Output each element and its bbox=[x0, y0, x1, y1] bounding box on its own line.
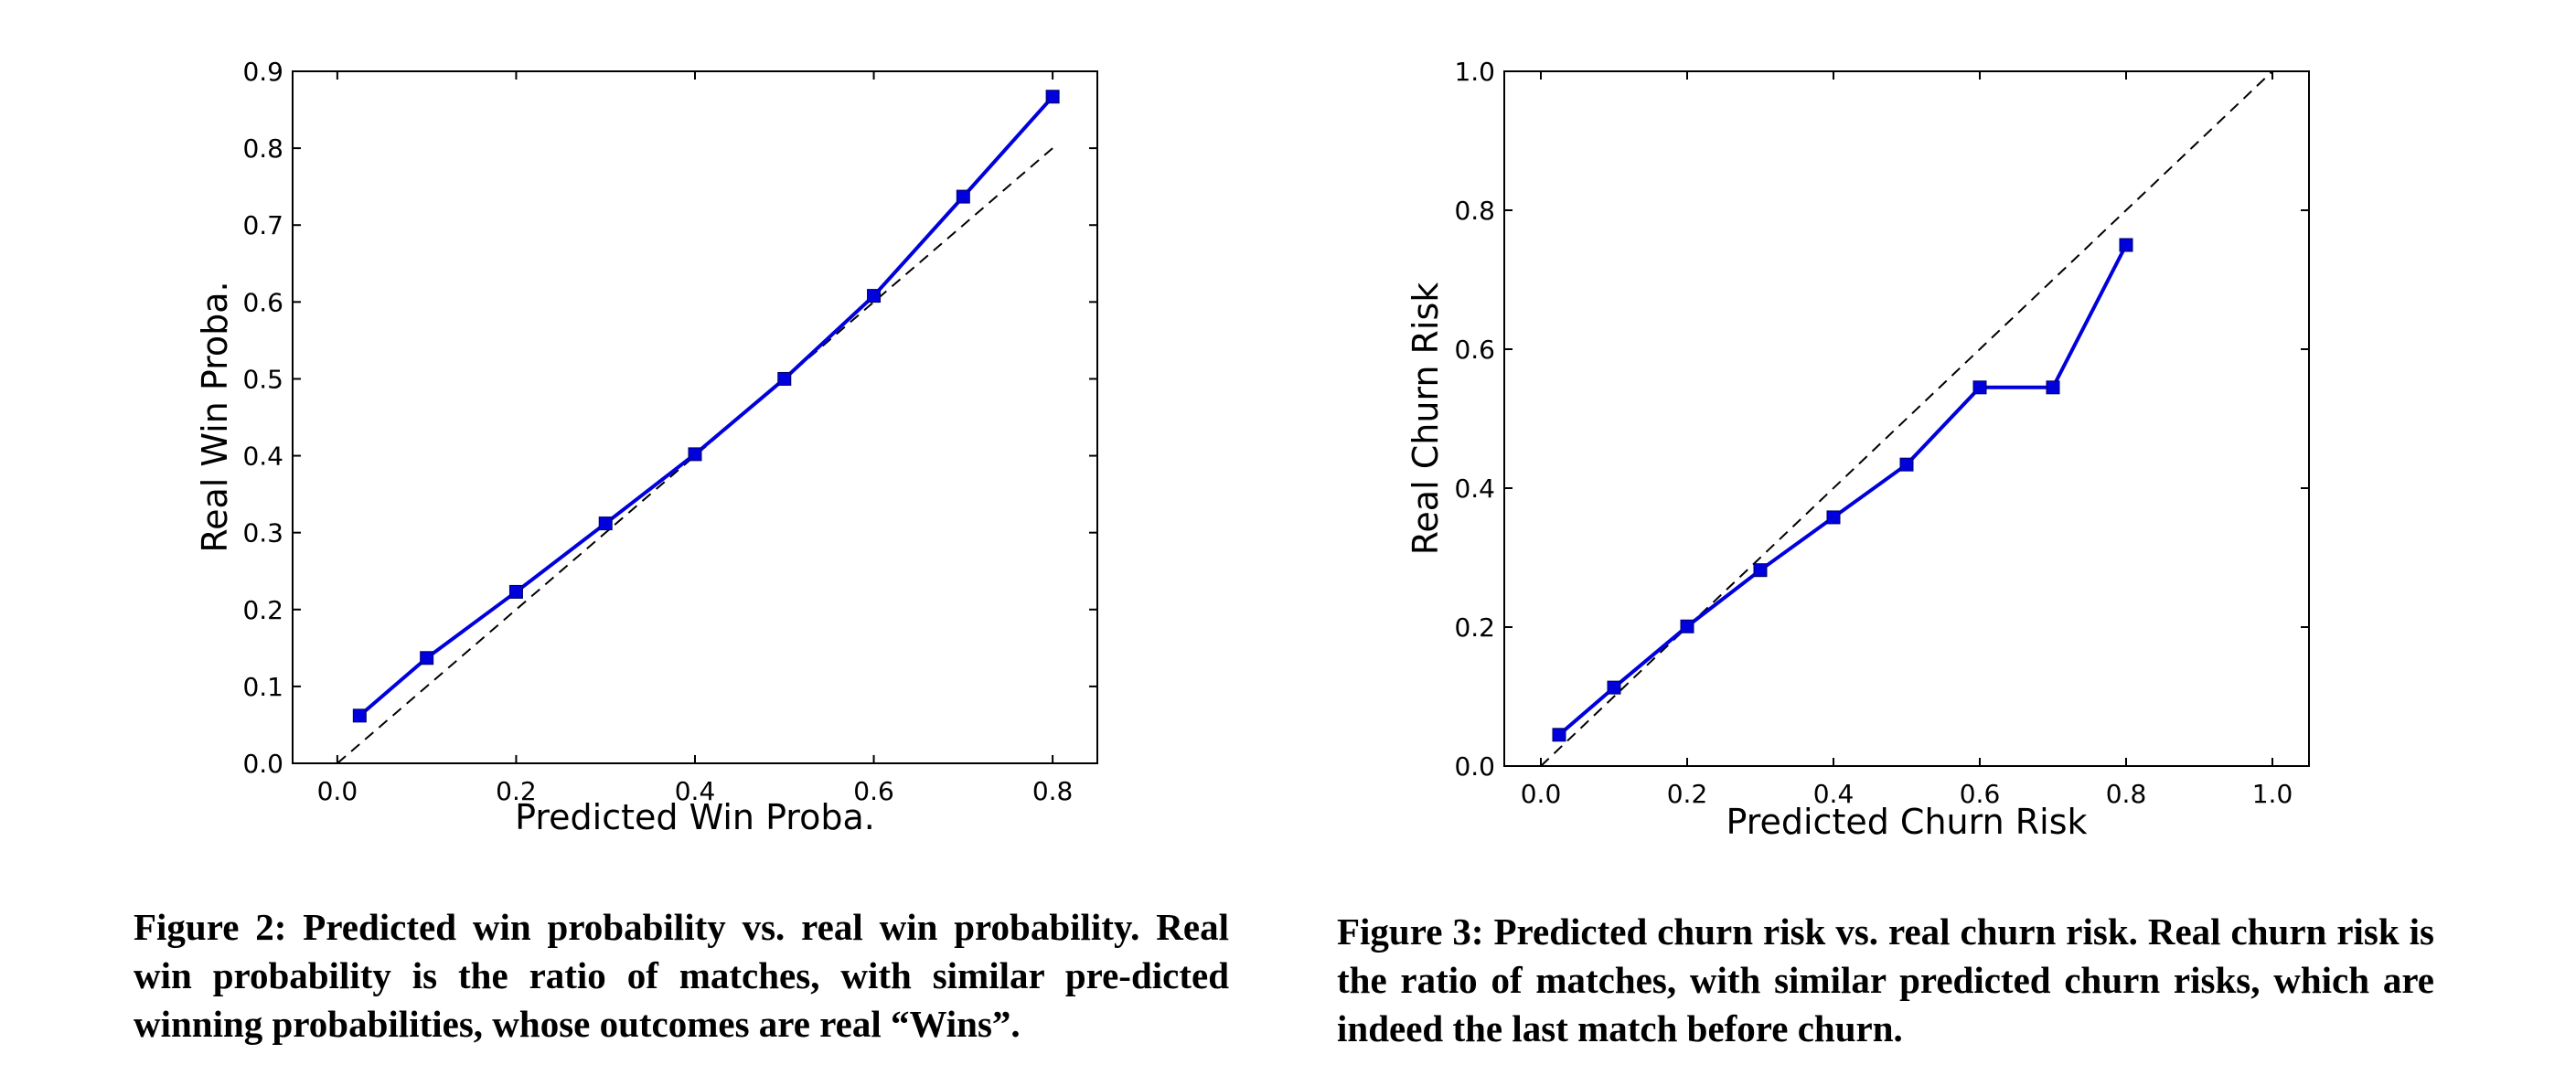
data-point-marker bbox=[508, 584, 523, 599]
x-tick-label: 0.2 bbox=[1667, 779, 1708, 809]
y-tick-label: 0.8 bbox=[1454, 196, 1495, 226]
y-tick-label: 0.8 bbox=[242, 133, 283, 164]
y-tick-label: 0.2 bbox=[1454, 612, 1495, 643]
data-point-marker bbox=[420, 651, 434, 665]
y-tick-label: 0.4 bbox=[1454, 474, 1495, 504]
data-point-marker bbox=[1045, 90, 1060, 104]
y-tick-label: 0.0 bbox=[242, 749, 283, 779]
data-point-marker bbox=[2046, 380, 2060, 395]
y-tick-label: 0.3 bbox=[242, 518, 283, 548]
y-tick-label: 0.2 bbox=[242, 595, 283, 625]
figure-2-caption: Figure 2: Predicted win probability vs. … bbox=[134, 906, 1229, 1045]
y-tick-label: 1.0 bbox=[1454, 57, 1495, 87]
x-tick-label: 0.0 bbox=[317, 776, 358, 806]
x-tick-label: 0.0 bbox=[1521, 779, 1562, 809]
data-point-marker bbox=[352, 708, 367, 723]
x-tick-label: 0.6 bbox=[1960, 779, 2001, 809]
data-point-marker bbox=[1680, 619, 1694, 634]
figure-3-caption: Figure 3: Predicted churn risk vs. real … bbox=[1337, 910, 2434, 1049]
data-point-marker bbox=[1826, 510, 1841, 525]
reference-diagonal-line bbox=[337, 147, 1053, 764]
data-point-marker bbox=[956, 189, 970, 204]
series-line bbox=[1557, 244, 2128, 737]
data-point-marker bbox=[2119, 238, 2133, 252]
plot-frame bbox=[1503, 70, 2310, 767]
y-tick-label: 0.6 bbox=[1454, 335, 1495, 365]
data-point-marker bbox=[688, 447, 702, 462]
x-axis-label: Predicted Churn Risk bbox=[1726, 802, 2087, 842]
data-point-marker bbox=[867, 289, 882, 303]
data-point-marker bbox=[1972, 380, 1987, 395]
y-tick-label: 0.1 bbox=[242, 672, 283, 702]
y-tick-label: 0.7 bbox=[242, 210, 283, 240]
x-tick-label: 1.0 bbox=[2252, 779, 2293, 809]
x-tick-label: 0.4 bbox=[1813, 779, 1855, 809]
reference-diagonal-line bbox=[1540, 70, 2273, 767]
data-point-marker bbox=[1552, 728, 1566, 742]
data-point-marker bbox=[1753, 563, 1768, 578]
y-tick-label: 0.6 bbox=[242, 287, 283, 317]
data-point-marker bbox=[598, 516, 613, 531]
y-tick-label: 0.4 bbox=[242, 442, 283, 472]
x-tick-label: 0.4 bbox=[675, 776, 716, 806]
y-axis-label: Real Churn Risk bbox=[1406, 282, 1446, 556]
y-tick-label: 0.9 bbox=[242, 57, 283, 87]
data-point-marker bbox=[1899, 457, 1914, 472]
x-tick-label: 0.8 bbox=[2106, 779, 2147, 809]
x-tick-label: 0.8 bbox=[1032, 776, 1074, 806]
x-axis-label: Predicted Win Proba. bbox=[515, 797, 875, 837]
y-tick-label: 0.0 bbox=[1454, 751, 1495, 782]
data-point-marker bbox=[1607, 680, 1621, 695]
data-point-marker bbox=[777, 371, 792, 386]
y-tick-label: 0.5 bbox=[242, 364, 283, 394]
x-tick-label: 0.6 bbox=[853, 776, 894, 806]
x-tick-label: 0.2 bbox=[496, 776, 537, 806]
y-axis-label: Real Win Proba. bbox=[195, 281, 235, 552]
